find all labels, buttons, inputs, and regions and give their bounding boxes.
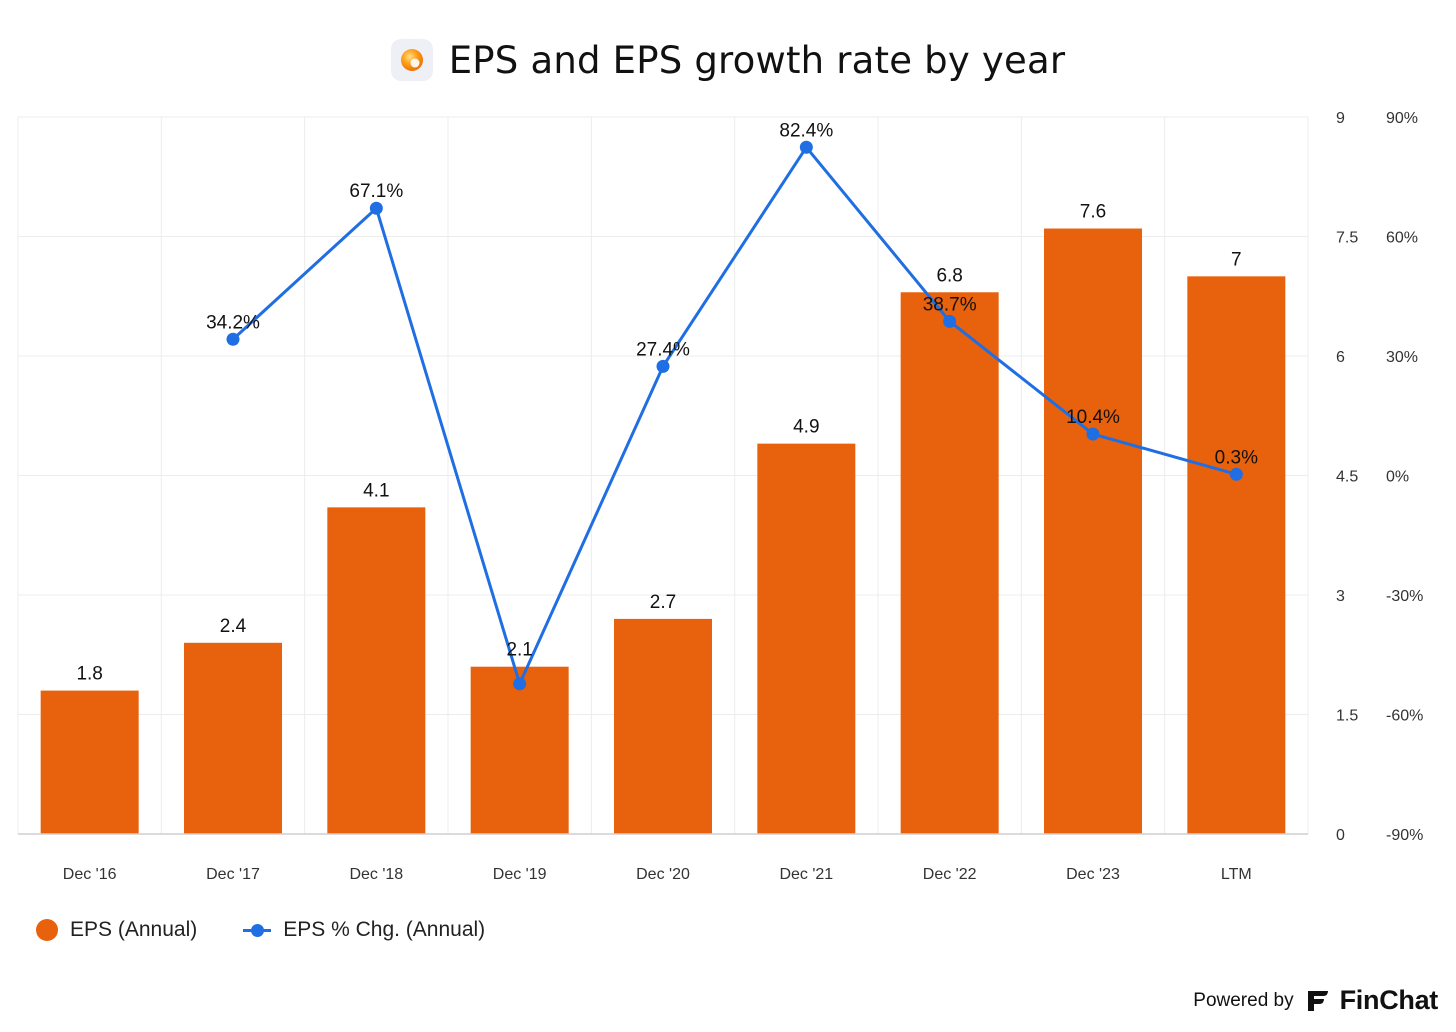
orange-ball-icon <box>390 39 433 81</box>
y-left-tick-label: 9 <box>1336 110 1345 127</box>
y-left-tick-label: 3 <box>1336 588 1345 605</box>
eps-bar-label: 2.4 <box>220 616 247 637</box>
y-right-tick-label: 0% <box>1386 469 1409 486</box>
growth-point-label: 34.2% <box>206 312 260 333</box>
legend-item-eps[interactable]: EPS (Annual) <box>36 918 197 942</box>
y-left-tick-label: 1.5 <box>1336 708 1358 725</box>
y-right-tick-label: -30% <box>1386 588 1423 605</box>
growth-point <box>226 332 240 346</box>
growth-point-label: 10.4% <box>1066 407 1120 428</box>
x-tick-label: Dec '21 <box>779 866 833 883</box>
eps-bars <box>40 228 1286 835</box>
growth-point <box>943 314 957 328</box>
growth-point-label: 38.7% <box>923 294 977 315</box>
x-tick-label: Dec '19 <box>493 866 547 883</box>
growth-point <box>369 201 383 215</box>
y-right-tick-label: 90% <box>1386 110 1418 127</box>
x-tick-label: Dec '20 <box>636 866 690 883</box>
x-tick-label: Dec '22 <box>923 866 977 883</box>
eps-bar <box>40 690 139 834</box>
eps-bar <box>900 292 999 834</box>
eps-bar <box>757 443 856 834</box>
eps-bar <box>614 618 712 834</box>
growth-point <box>656 359 670 373</box>
growth-point-label: 82.4% <box>779 120 833 141</box>
eps-bar <box>327 507 426 834</box>
x-tick-label: Dec '16 <box>63 866 117 883</box>
chart-header: EPS and EPS growth rate by year <box>0 30 1456 90</box>
growth-point <box>513 677 527 691</box>
x-tick-label: Dec '18 <box>349 866 403 883</box>
y-left-tick-label: 6 <box>1336 349 1345 366</box>
legend-label-eps: EPS (Annual) <box>70 918 198 941</box>
footer: Powered by FinChat <box>1193 985 1438 1016</box>
growth-point-label: 67.1% <box>349 181 403 202</box>
eps-bar <box>1044 228 1142 835</box>
x-tick-label: Dec '17 <box>206 866 260 883</box>
growth-point <box>799 140 813 154</box>
orange-dot-icon <box>36 919 58 941</box>
eps-bar <box>470 666 569 834</box>
eps-bar-label: 1.8 <box>76 664 102 685</box>
eps-chart: 1.8 2.4 4.1 2.1 2.7 4.9 6.8 7.6 7 34.2% 67.1% 27.4%… <box>17 110 1423 883</box>
finchat-logo[interactable]: FinChat <box>1304 985 1438 1016</box>
chart-legend: EPS (Annual) EPS % Chg. (Annual) <box>36 918 485 942</box>
y-left-tick-label: 4.5 <box>1336 469 1358 486</box>
eps-bar-label: 7.6 <box>1080 202 1106 223</box>
finchat-brand-name: FinChat <box>1339 985 1439 1015</box>
data-labels: 1.8 2.4 4.1 2.1 2.7 4.9 6.8 7.6 7 34.2% 67.1% 27.4%… <box>76 120 1258 684</box>
eps-bar-label: 7 <box>1231 249 1242 270</box>
legend-item-growth[interactable]: EPS % Chg. (Annual) <box>243 918 485 942</box>
y-right-tick-label: -60% <box>1386 708 1423 725</box>
growth-point <box>1086 427 1100 441</box>
growth-point <box>1229 467 1243 481</box>
legend-label-growth: EPS % Chg. (Annual) <box>283 918 486 941</box>
eps-bar <box>184 642 282 834</box>
eps-bar-label: 2.1 <box>506 640 532 661</box>
eps-bar-label: 4.1 <box>363 480 389 501</box>
y-left-tick-label: 7.5 <box>1336 230 1358 247</box>
growth-line <box>226 140 1243 691</box>
eps-bar-label: 6.8 <box>936 265 962 286</box>
y-right-tick-label: -90% <box>1386 827 1423 844</box>
eps-bar-label: 2.7 <box>650 592 676 613</box>
x-tick-label: Dec '23 <box>1066 866 1120 883</box>
finchat-icon <box>1307 990 1328 1011</box>
growth-point-label: 27.4% <box>636 339 690 360</box>
growth-line-path <box>231 145 1237 686</box>
eps-bar <box>1187 276 1286 834</box>
x-tick-label: LTM <box>1221 866 1252 883</box>
eps-bar-label: 4.9 <box>793 417 819 438</box>
chart-title: EPS and EPS growth rate by year <box>448 38 1066 82</box>
y-left-tick-label: 0 <box>1336 827 1345 844</box>
blue-line-marker-icon <box>243 919 272 941</box>
axes: 0 1.5 3 4.5 6 7.5 9 -90% -60% -30% 0% 30% 60% 90% Dec … <box>18 110 1423 883</box>
growth-point-label: 0.3% <box>1215 447 1258 468</box>
powered-by-text: Powered by <box>1193 989 1294 1011</box>
y-right-tick-label: 60% <box>1386 230 1418 247</box>
y-right-tick-label: 30% <box>1386 349 1418 366</box>
